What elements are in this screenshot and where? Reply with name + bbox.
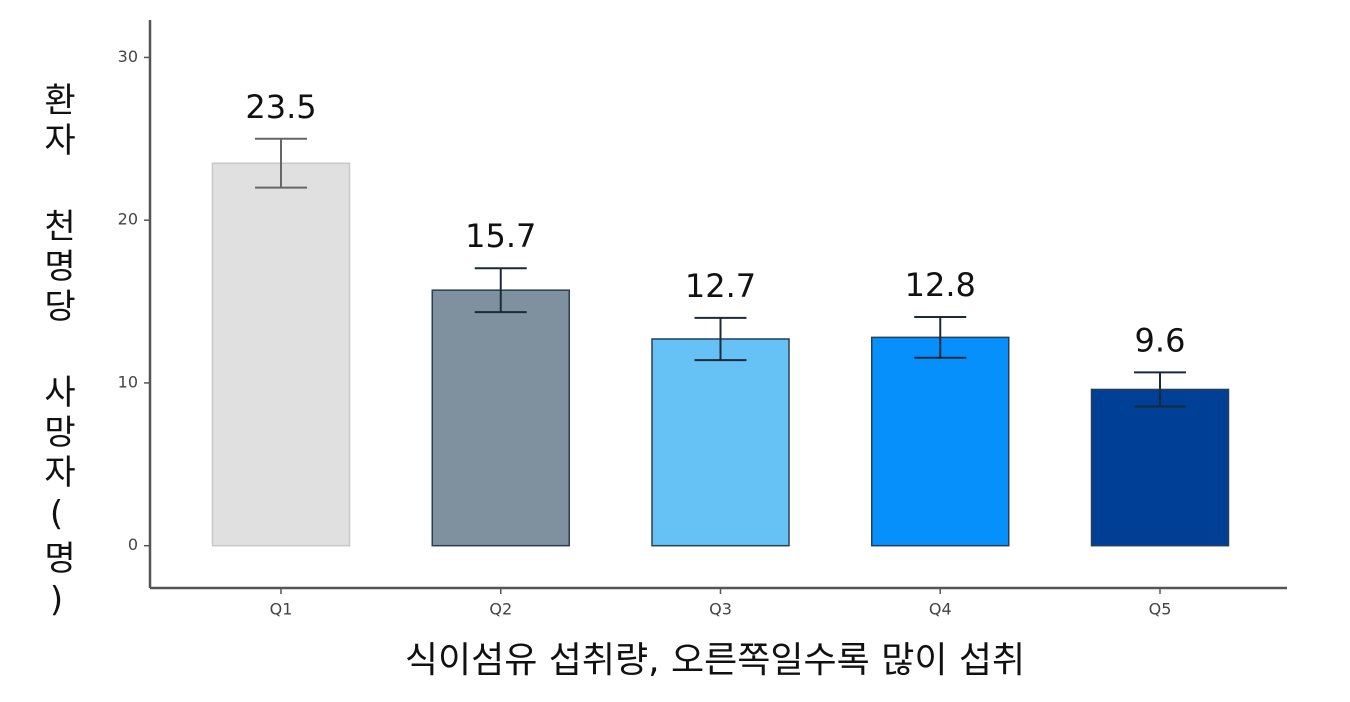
value-label: 15.7	[465, 217, 536, 255]
bar	[211, 162, 351, 547]
x-tick-label: Q1	[270, 600, 293, 619]
bar	[431, 289, 570, 547]
error-bar	[914, 316, 967, 359]
bar	[1090, 388, 1230, 547]
x-axis-label: 식이섬유 섭취량, 오른쪽일수록 많이 섭취	[405, 640, 1025, 681]
error-bar	[474, 267, 527, 314]
y-tick-label: 0	[128, 535, 138, 554]
y-tick-label: 30	[118, 47, 138, 66]
x-tick-label: Q5	[1149, 600, 1172, 619]
value-label: 23.5	[245, 88, 316, 126]
error-bar	[1134, 371, 1186, 408]
bar	[871, 336, 1010, 547]
value-label: 12.7	[685, 267, 756, 305]
x-tick-label: Q3	[709, 600, 732, 619]
y-tick-label: 10	[118, 372, 138, 391]
y-tick-label: 20	[118, 210, 138, 229]
bar	[651, 338, 790, 547]
value-label: 12.8	[905, 266, 976, 304]
x-tick-label: Q4	[929, 600, 952, 619]
y-axis-label: 환자 천명당 사망자(명)	[37, 82, 77, 626]
error-bar	[694, 316, 747, 362]
x-tick-label: Q2	[489, 600, 512, 619]
error-bar	[255, 137, 307, 189]
value-label: 9.6	[1135, 321, 1186, 359]
